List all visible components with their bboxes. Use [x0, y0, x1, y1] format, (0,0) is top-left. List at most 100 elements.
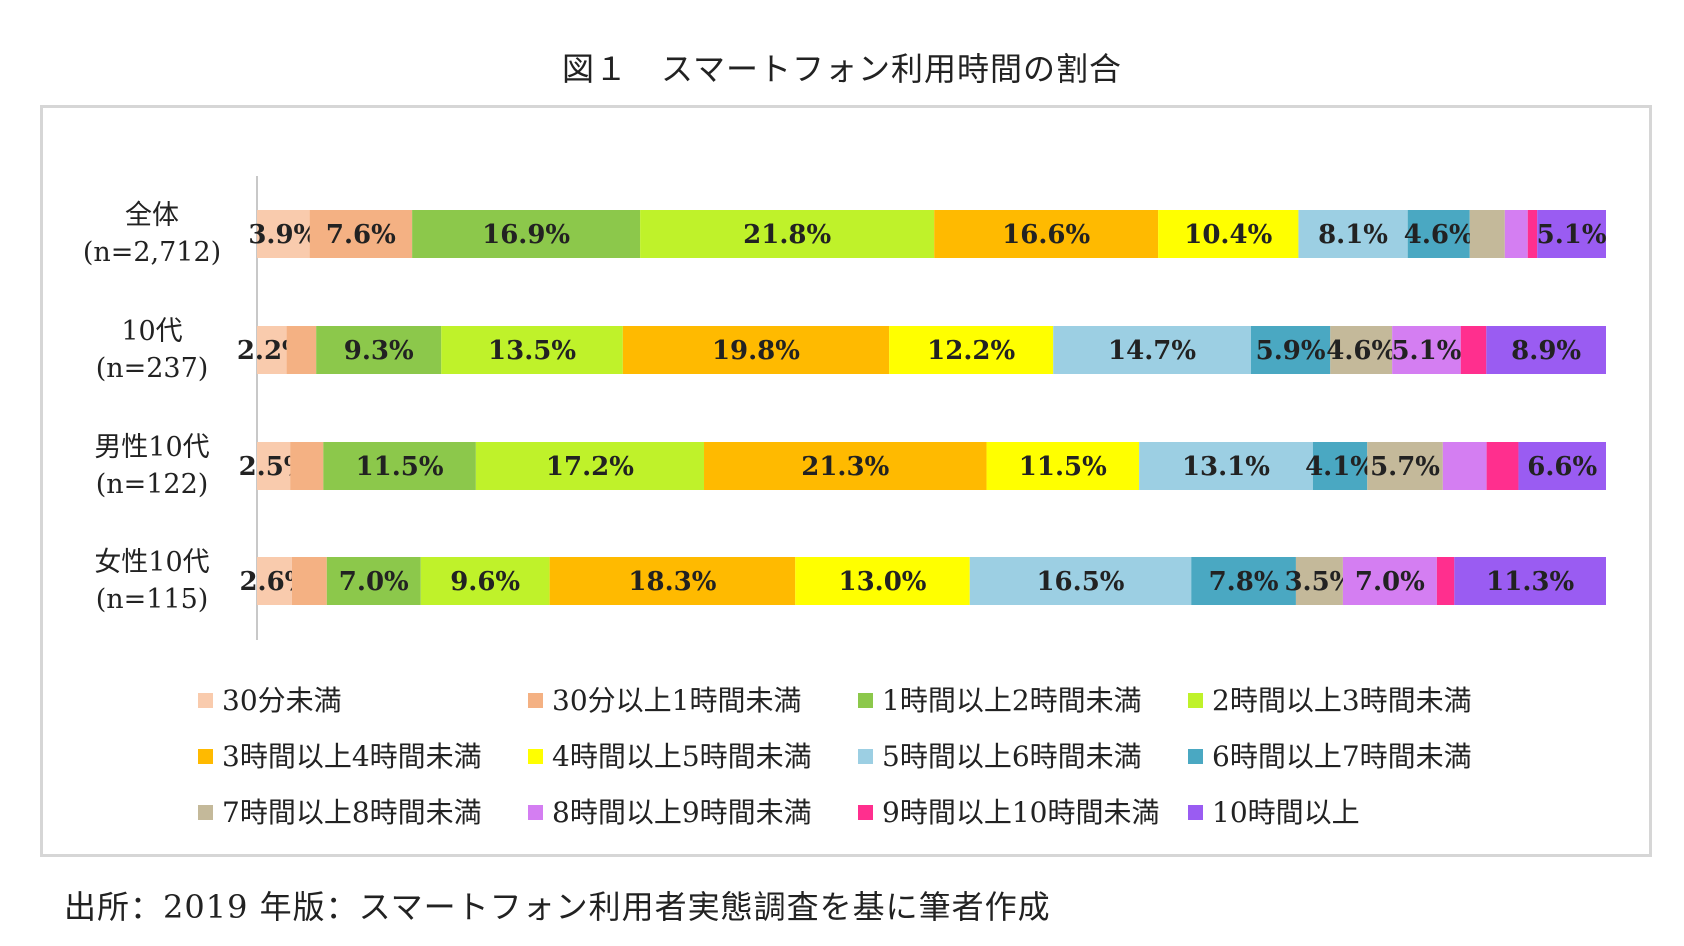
bar-segment: [257, 326, 287, 374]
data-label: 14.7%: [1108, 336, 1196, 366]
bar-segment: [1537, 210, 1606, 258]
bar-segment: [1504, 210, 1528, 258]
bar-segment: [622, 326, 890, 374]
data-label: 5.7%: [1370, 452, 1440, 482]
bar-segment: [1295, 557, 1343, 605]
data-label: 13.5%: [488, 336, 576, 366]
bar-segment: [323, 442, 476, 490]
category-label: 10代: [121, 316, 182, 347]
bar-segment: [1342, 557, 1437, 605]
legend-swatch: [198, 693, 213, 708]
data-label: 18.3%: [628, 567, 716, 597]
data-label: 7.6%: [326, 220, 396, 250]
data-label: 12.2%: [927, 336, 1015, 366]
legend-swatch: [858, 693, 873, 708]
legend-swatch: [528, 749, 543, 764]
bar-segment: [291, 557, 327, 605]
legend-label: 30分以上1時間未満: [552, 684, 801, 717]
bar-segment: [795, 557, 970, 605]
data-label: 16.9%: [482, 220, 570, 250]
data-label: 7.0%: [1355, 567, 1425, 597]
data-label: 21.3%: [801, 452, 889, 482]
data-label: 7.8%: [1209, 567, 1279, 597]
data-label: 13.1%: [1182, 452, 1270, 482]
category-n-label: (n=115): [96, 584, 209, 615]
bar-segment: [420, 557, 550, 605]
bar-segment: [704, 442, 987, 490]
category-n-label: (n=237): [96, 353, 209, 384]
bar-segment: [1139, 442, 1313, 490]
data-label: 21.8%: [743, 220, 831, 250]
bar-segment: [889, 326, 1054, 374]
legend-swatch: [1188, 693, 1203, 708]
data-label: 11.5%: [356, 452, 444, 482]
data-label: 11.5%: [1019, 452, 1107, 482]
category-label: 男性10代: [94, 432, 209, 463]
bar-segment: [1442, 442, 1487, 490]
category-n-label: (n=2,712): [83, 237, 221, 268]
bar-segment: [257, 557, 292, 605]
bar-segment: [326, 557, 421, 605]
data-label: 5.9%: [1256, 336, 1326, 366]
data-label: 4.1%: [1305, 452, 1375, 482]
bar-segment: [969, 557, 1192, 605]
data-label: 13.0%: [838, 567, 926, 597]
bar-segment: [1486, 442, 1519, 490]
data-label: 11.3%: [1486, 567, 1574, 597]
legend-label: 8時間以上9時間未満: [552, 796, 812, 829]
category-label: 全体: [125, 200, 179, 231]
bar-segment: [1053, 326, 1251, 374]
bar-segment: [986, 442, 1140, 490]
data-label: 3.9%: [248, 220, 318, 250]
data-label: 8.9%: [1511, 336, 1581, 366]
bar-segment: [1518, 442, 1606, 490]
data-label: 5.1%: [1391, 336, 1461, 366]
bar-segment: [1436, 557, 1455, 605]
data-label: 7.0%: [339, 567, 409, 597]
bar-segment: [1460, 326, 1487, 374]
legend-swatch: [198, 805, 213, 820]
legend-swatch: [1188, 749, 1203, 764]
category-label: 女性10代: [94, 547, 209, 578]
legend-label: 2時間以上3時間未満: [1212, 684, 1472, 717]
bar-segment: [316, 326, 442, 374]
bar-segment: [441, 326, 623, 374]
legend-swatch: [1188, 805, 1203, 820]
data-label: 4.6%: [1326, 336, 1396, 366]
bar-segment: [286, 326, 317, 374]
data-label: 4.6%: [1404, 220, 1474, 250]
data-label: 5.1%: [1537, 220, 1607, 250]
bar-segment: [1312, 442, 1368, 490]
bar-segment: [1191, 557, 1296, 605]
bar-segment: [257, 442, 291, 490]
data-label: 9.3%: [344, 336, 414, 366]
bar-segment: [1486, 326, 1606, 374]
legend-swatch: [528, 805, 543, 820]
legend-swatch: [198, 749, 213, 764]
legend-label: 7時間以上8時間未満: [222, 796, 482, 829]
data-label: 10.4%: [1184, 220, 1272, 250]
bar-segment: [1469, 210, 1505, 258]
bar-segment: [1367, 442, 1443, 490]
bar-segment: [1392, 326, 1461, 374]
bar-segment: [475, 442, 705, 490]
category-n-label: (n=122): [96, 469, 209, 500]
data-label: 9.6%: [450, 567, 520, 597]
legend-label: 5時間以上6時間未満: [882, 740, 1142, 773]
legend-label: 10時間以上: [1212, 796, 1360, 829]
bar-segment: [1527, 210, 1538, 258]
bar-segment: [1330, 326, 1393, 374]
bar-segment: [1158, 210, 1299, 258]
bar-segment: [1298, 210, 1408, 258]
bar-segment: [549, 557, 796, 605]
legend-label: 3時間以上4時間未満: [222, 740, 482, 773]
bar-segment: [640, 210, 935, 258]
bar-segment: [290, 442, 324, 490]
source-note: 出所：2019 年版：スマートフォン利用者実態調査を基に筆者作成: [64, 888, 1051, 926]
bar-segment: [1250, 326, 1331, 374]
legend-label: 1時間以上2時間未満: [882, 684, 1142, 717]
legend-swatch: [858, 805, 873, 820]
data-label: 17.2%: [546, 452, 634, 482]
bar-segment: [1407, 210, 1470, 258]
